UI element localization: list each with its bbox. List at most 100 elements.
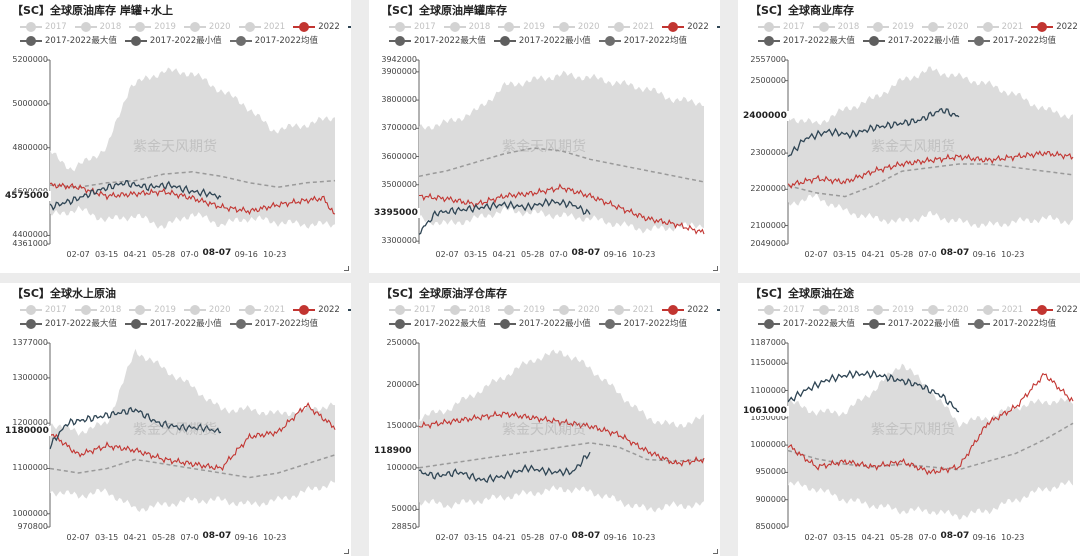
- legend-item-2018[interactable]: 2018: [443, 303, 490, 317]
- legend-label: 2019: [523, 305, 545, 315]
- legend-item-y2023[interactable]: 2023: [716, 20, 720, 34]
- legend-item-2019[interactable]: 2019: [129, 20, 176, 34]
- y-tick-label: 1300000: [12, 372, 48, 382]
- legend-item-min[interactable]: 2017-2022最小值: [124, 317, 222, 331]
- legend-marker-icon: [921, 22, 944, 32]
- legend-item-2020[interactable]: 2020: [921, 20, 969, 34]
- legend-item-2020[interactable]: 2020: [183, 20, 231, 34]
- x-tick-label: 03-15: [95, 533, 119, 542]
- legend-item-min[interactable]: 2017-2022最小值: [493, 317, 591, 331]
- resize-corner-icon[interactable]: [344, 549, 349, 554]
- legend-item-2021[interactable]: 2021: [607, 20, 654, 34]
- resize-corner-icon[interactable]: [344, 266, 349, 271]
- legend-marker-icon: [347, 305, 351, 315]
- legend-item-2017[interactable]: 2017: [389, 20, 436, 34]
- legend-item-avg[interactable]: 2017-2022均值: [967, 34, 1057, 48]
- legend-item-min[interactable]: 2017-2022最小值: [124, 34, 222, 48]
- legend-item-2020[interactable]: 2020: [552, 303, 600, 317]
- legend-row-stats: 2017-2022最大值 2017-2022最小值 2017-2022均值: [389, 317, 719, 331]
- legend-label: 2019: [154, 305, 176, 315]
- y-tick-label: 950000: [755, 467, 786, 477]
- legend-row-stats: 2017-2022最大值 2017-2022最小值 2017-2022均值: [389, 34, 719, 48]
- legend-item-2018[interactable]: 2018: [74, 303, 121, 317]
- legend-item-y2023[interactable]: 2023: [716, 303, 720, 317]
- y-tick-label: 1100000: [12, 463, 48, 473]
- legend-marker-icon: [238, 22, 261, 32]
- y-tick-label: 200000: [386, 379, 417, 389]
- legend-item-2017[interactable]: 2017: [20, 303, 67, 317]
- resize-corner-icon[interactable]: [713, 549, 718, 554]
- legend-item-2019[interactable]: 2019: [129, 303, 176, 317]
- x-tick-label: 09-16: [972, 250, 996, 259]
- legend-item-2021[interactable]: 2021: [238, 303, 285, 317]
- legend-item-2021[interactable]: 2021: [976, 303, 1023, 317]
- legend-item-max[interactable]: 2017-2022最大值: [389, 317, 486, 331]
- chart-title: 【SC】全球原油库存 岸罐+水上: [12, 4, 174, 17]
- legend-item-y2022[interactable]: 2022: [1031, 303, 1078, 317]
- legend-item-2017[interactable]: 2017: [389, 303, 436, 317]
- legend-item-max[interactable]: 2017-2022最大值: [20, 34, 117, 48]
- legend-item-max[interactable]: 2017-2022最大值: [758, 317, 855, 331]
- legend-marker-icon: [498, 22, 521, 32]
- legend-item-min[interactable]: 2017-2022最小值: [862, 34, 960, 48]
- min-max-band: [788, 363, 1073, 520]
- resize-corner-icon[interactable]: [713, 266, 718, 271]
- legend-marker-icon: [493, 36, 516, 46]
- legend-item-2017[interactable]: 2017: [20, 20, 67, 34]
- legend-item-y2023[interactable]: 2023: [347, 20, 351, 34]
- legend-item-2017[interactable]: 2017: [758, 303, 805, 317]
- legend-item-2021[interactable]: 2021: [976, 20, 1023, 34]
- legend-item-y2022[interactable]: 2022: [1031, 20, 1078, 34]
- legend-label: 2020: [208, 305, 231, 315]
- x-tick-label: 04-21: [123, 533, 147, 542]
- legend-item-y2022[interactable]: 2022: [293, 20, 340, 34]
- legend-label: 2020: [577, 22, 600, 32]
- legend-item-2020[interactable]: 2020: [183, 303, 231, 317]
- legend-item-avg[interactable]: 2017-2022均值: [598, 34, 687, 48]
- legend-item-2020[interactable]: 2020: [921, 303, 969, 317]
- legend-item-2018[interactable]: 2018: [812, 20, 859, 34]
- legend-item-2019[interactable]: 2019: [498, 303, 545, 317]
- legend-item-2019[interactable]: 2019: [867, 303, 914, 317]
- series-2022-line: [419, 183, 705, 235]
- x-tick-label: 07-0: [180, 250, 199, 259]
- current-value-label: 4575000: [3, 191, 51, 202]
- legend-item-2018[interactable]: 2018: [812, 303, 859, 317]
- legend-item-avg[interactable]: 2017-2022均值: [229, 317, 319, 331]
- y-tick-label: 2557000: [750, 55, 786, 64]
- series-2023-line: [418, 451, 591, 484]
- legend-marker-icon: [443, 305, 466, 315]
- legend-marker-icon: [976, 305, 999, 315]
- legend-item-2021[interactable]: 2021: [238, 20, 285, 34]
- chart-panel-4: 【SC】全球原油浮仓库存 2017 2018 2019 2020 2021 2022 2023…: [369, 283, 720, 556]
- legend-item-2019[interactable]: 2019: [867, 20, 914, 34]
- legend-item-y2022[interactable]: 2022: [662, 303, 709, 317]
- legend-item-y2022[interactable]: 2022: [293, 303, 340, 317]
- legend-item-min[interactable]: 2017-2022最小值: [493, 34, 591, 48]
- legend-item-2018[interactable]: 2018: [443, 20, 490, 34]
- legend-item-max[interactable]: 2017-2022最大值: [20, 317, 117, 331]
- chart-title: 【SC】全球原油浮仓库存: [381, 287, 507, 300]
- series-2022-line: [787, 372, 1074, 476]
- legend-item-y2023[interactable]: 2023: [347, 303, 351, 317]
- legend-item-2021[interactable]: 2021: [607, 303, 654, 317]
- x-tick-label: 09-16: [972, 533, 996, 542]
- legend-item-max[interactable]: 2017-2022最大值: [389, 34, 486, 48]
- legend-item-avg[interactable]: 2017-2022均值: [967, 317, 1056, 331]
- legend-item-2020[interactable]: 2020: [552, 20, 600, 34]
- series-2023-line: [418, 197, 591, 235]
- legend-label: 2017-2022均值: [254, 319, 319, 329]
- y-tick-label: 970800: [17, 522, 48, 531]
- legend-label: 2017-2022均值: [992, 36, 1057, 46]
- legend-marker-icon: [976, 22, 999, 32]
- legend-label: 2017: [783, 305, 805, 315]
- legend-item-2019[interactable]: 2019: [498, 20, 545, 34]
- legend-item-avg[interactable]: 2017-2022均值: [598, 317, 687, 331]
- legend-item-2017[interactable]: 2017: [758, 20, 805, 34]
- legend-item-max[interactable]: 2017-2022最大值: [758, 34, 855, 48]
- legend-item-2018[interactable]: 2018: [74, 20, 121, 34]
- legend-item-y2022[interactable]: 2022: [662, 20, 709, 34]
- legend-item-min[interactable]: 2017-2022最小值: [862, 317, 960, 331]
- avg-line: [787, 163, 1074, 198]
- legend-item-avg[interactable]: 2017-2022均值: [229, 34, 318, 48]
